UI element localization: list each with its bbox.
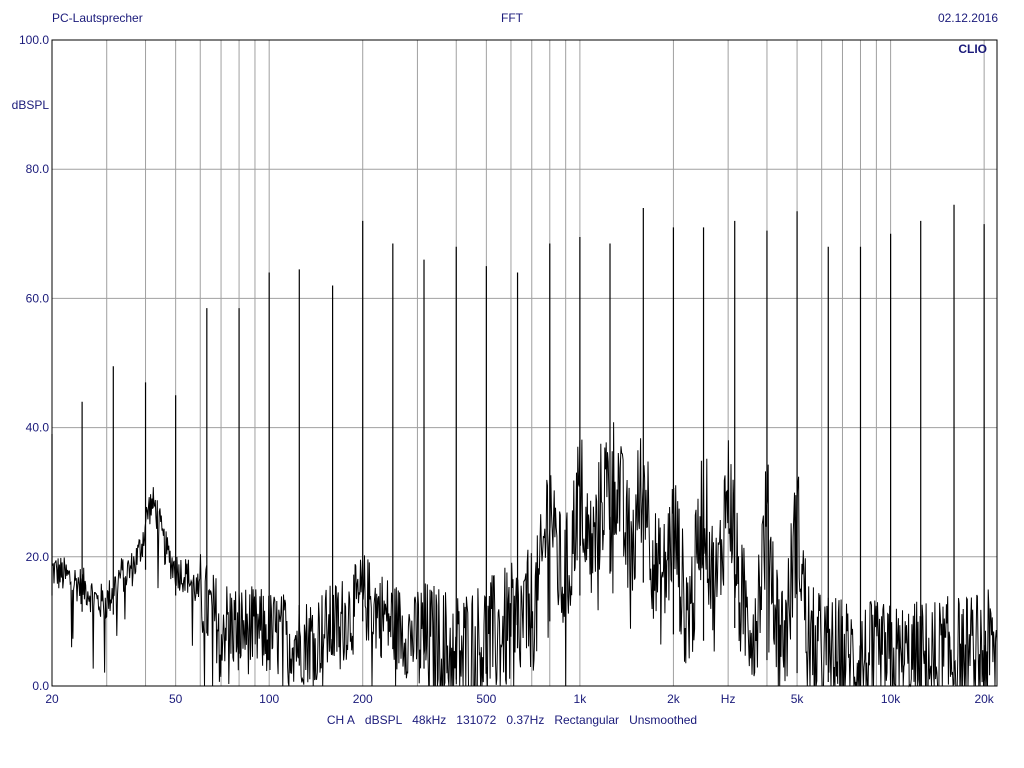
settings-item: 48kHz — [412, 713, 447, 727]
y-tick-label: 100.0 — [19, 33, 49, 47]
y-tick-label: 40.0 — [26, 421, 50, 435]
y-tick-label: 80.0 — [26, 162, 50, 176]
y-tick-label: 0.0 — [32, 679, 49, 693]
measurement-settings: CH A dBSPL 48kHz 131072 0.37Hz Rectangular Uns… — [0, 713, 1024, 727]
settings-item: Rectangular — [554, 713, 620, 727]
x-tick-label: 10k — [881, 692, 901, 706]
x-tick-label: Hz — [721, 692, 736, 706]
x-tick-label: 1k — [574, 692, 588, 706]
header-measurement-type: FFT — [501, 11, 523, 25]
x-tick-label: 500 — [476, 692, 496, 706]
x-tick-label: 5k — [791, 692, 805, 706]
x-tick-label: 200 — [353, 692, 373, 706]
x-tick-label: 50 — [169, 692, 183, 706]
y-tick-label: 60.0 — [26, 291, 50, 305]
header-title: PC-Lautsprecher — [52, 11, 143, 25]
y-axis-label: dBSPL — [12, 98, 50, 112]
fft-trace — [51, 422, 998, 688]
settings-item: 0.37Hz — [506, 713, 545, 727]
settings-item: Unsmoothed — [629, 713, 698, 727]
plot-frame — [51, 39, 998, 687]
header-date: 02.12.2016 — [937, 11, 998, 25]
x-tick-label: 20k — [974, 692, 994, 706]
y-tick-label: 20.0 — [26, 550, 50, 564]
x-tick-label: 2k — [667, 692, 681, 706]
settings-item: CH A — [326, 713, 355, 727]
settings-item: dBSPL — [364, 713, 403, 727]
settings-item: 131072 — [456, 713, 497, 727]
x-tick-label: 100 — [259, 692, 279, 706]
clio-watermark: CLIO — [958, 42, 987, 56]
x-tick-label: 20 — [45, 692, 59, 706]
